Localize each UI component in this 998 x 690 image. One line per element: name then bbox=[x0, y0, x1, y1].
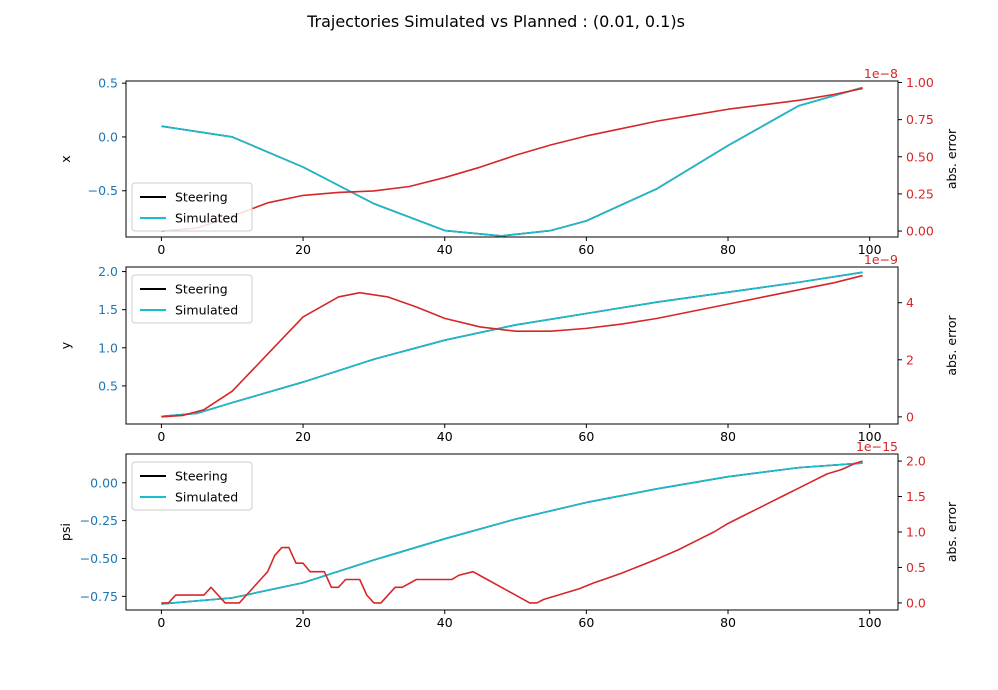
series-line-error-plot2 bbox=[161, 274, 863, 418]
series-line-simulated-plot1 bbox=[161, 86, 863, 237]
x-tick-label: 100 bbox=[858, 615, 882, 630]
series-line-steering-plot3 bbox=[161, 462, 863, 605]
x-tick-label: 40 bbox=[437, 615, 453, 630]
y-tick-label-right: 1.0 bbox=[906, 525, 926, 540]
series-line-simulated-plot3 bbox=[161, 462, 863, 605]
y-tick-label-right: 0 bbox=[906, 409, 914, 424]
x-tick-label: 60 bbox=[578, 615, 594, 630]
y-tick-label-right: 1.5 bbox=[906, 489, 926, 504]
y-tick-label-left: −0.25 bbox=[80, 513, 118, 528]
x-tick-label: 20 bbox=[295, 615, 311, 630]
right-axis-offset-text: 1e−8 bbox=[864, 66, 898, 81]
y-tick-label-left: 1.5 bbox=[98, 302, 118, 317]
x-tick-label: 60 bbox=[578, 242, 594, 257]
x-tick-label: 0 bbox=[157, 615, 165, 630]
series-line-steering-plot2 bbox=[161, 271, 863, 418]
legend-label-simulated: Simulated bbox=[175, 303, 238, 318]
x-tick-label: 20 bbox=[295, 429, 311, 444]
x-tick-label: 100 bbox=[858, 242, 882, 257]
y-tick-label-right: 0.00 bbox=[906, 224, 934, 239]
y-axis-label-right: abs. error bbox=[944, 501, 959, 562]
y-axis-label-left: x bbox=[58, 155, 73, 162]
axes-frame-plot2 bbox=[125, 266, 899, 425]
x-tick-label: 0 bbox=[157, 429, 165, 444]
x-tick-label: 60 bbox=[578, 429, 594, 444]
y-axis-label-right: abs. error bbox=[944, 314, 959, 375]
y-tick-label-right: 1.00 bbox=[906, 75, 934, 90]
x-tick-label: 100 bbox=[858, 429, 882, 444]
y-tick-label-left: 0.0 bbox=[98, 129, 118, 144]
y-tick-label-right: 0.5 bbox=[906, 560, 926, 575]
y-tick-label-left: 0.5 bbox=[98, 378, 118, 393]
series-line-steering-plot1 bbox=[161, 86, 863, 237]
x-tick-label: 40 bbox=[437, 242, 453, 257]
y-tick-label-left: −0.5 bbox=[88, 183, 118, 198]
y-tick-label-right: 0.75 bbox=[906, 112, 934, 127]
legend-label-steering: Steering bbox=[175, 190, 228, 205]
y-tick-label-right: 0.0 bbox=[906, 595, 926, 610]
y-tick-label-left: 2.0 bbox=[98, 264, 118, 279]
series-line-simulated-plot2 bbox=[161, 271, 863, 418]
right-axis-offset-text: 1e−9 bbox=[864, 252, 898, 267]
right-axis-offset-text: 1e−15 bbox=[856, 439, 898, 454]
series-line-error-plot3 bbox=[161, 460, 863, 604]
y-axis-label-right: abs. error bbox=[944, 128, 959, 189]
x-tick-label: 80 bbox=[720, 242, 736, 257]
y-tick-label-right: 2.0 bbox=[906, 454, 926, 469]
x-tick-label: 40 bbox=[437, 429, 453, 444]
legend-label-steering: Steering bbox=[175, 282, 228, 297]
legend-label-simulated: Simulated bbox=[175, 211, 238, 226]
y-tick-label-right: 2 bbox=[906, 352, 914, 367]
legend-label-simulated: Simulated bbox=[175, 490, 238, 505]
x-tick-label: 0 bbox=[157, 242, 165, 257]
x-tick-label: 80 bbox=[720, 429, 736, 444]
y-tick-label-left: 0.5 bbox=[98, 76, 118, 91]
y-tick-label-right: 0.50 bbox=[906, 149, 934, 164]
y-axis-label-left: y bbox=[58, 341, 73, 349]
y-axis-label-left: psi bbox=[58, 523, 73, 541]
x-tick-label: 80 bbox=[720, 615, 736, 630]
y-tick-label-left: −0.50 bbox=[80, 551, 118, 566]
figure-title: Trajectories Simulated vs Planned : (0.0… bbox=[306, 12, 685, 31]
legend-label-steering: Steering bbox=[175, 469, 228, 484]
x-tick-label: 20 bbox=[295, 242, 311, 257]
y-tick-label-right: 4 bbox=[906, 295, 914, 310]
y-tick-label-right: 0.25 bbox=[906, 186, 934, 201]
series-line-error-plot1 bbox=[161, 87, 863, 232]
y-tick-label-left: 0.00 bbox=[90, 475, 118, 490]
y-tick-label-left: −0.75 bbox=[80, 589, 118, 604]
axes-frame-plot1 bbox=[125, 80, 899, 238]
y-tick-label-left: 1.0 bbox=[98, 340, 118, 355]
